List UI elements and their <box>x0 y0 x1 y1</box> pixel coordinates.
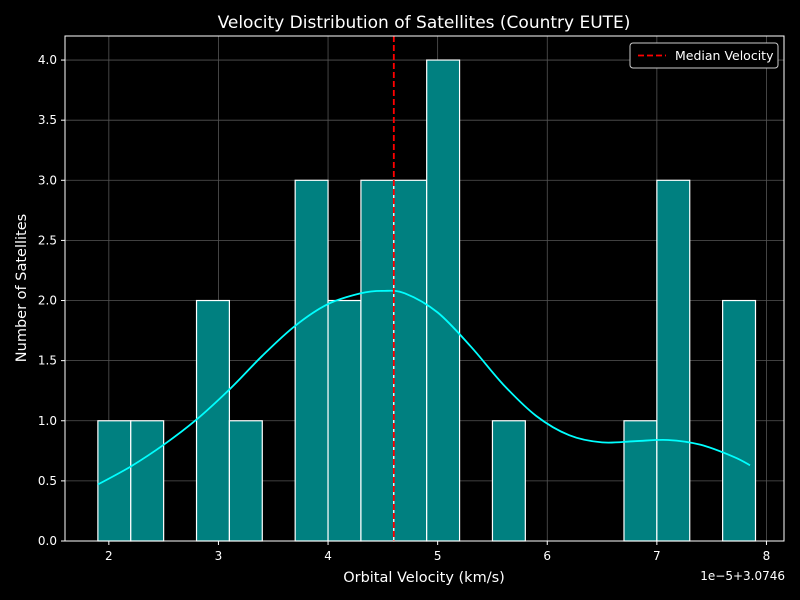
histogram-bar <box>426 59 461 542</box>
x-tick-label: 8 <box>763 549 771 563</box>
y-axis-ticks: 0.0 0.5 1.0 1.5 2.0 2.5 3.0 3.5 4.0 <box>38 53 65 548</box>
y-tick-label: 1.0 <box>38 414 57 428</box>
kde-curve <box>97 289 751 486</box>
x-tick-label: 3 <box>215 549 223 563</box>
histogram-bar <box>656 179 691 542</box>
y-tick-label: 2.0 <box>38 294 57 308</box>
plot-frame <box>64 35 785 542</box>
y-tick-label: 0.5 <box>38 474 57 488</box>
y-axis-label: Number of Satellites <box>14 214 30 362</box>
y-tick-label: 0.0 <box>38 534 57 548</box>
x-tick-label: 2 <box>105 549 113 563</box>
legend: Median Velocity <box>629 42 779 69</box>
histogram-bar <box>722 299 757 542</box>
x-tick-label: 6 <box>543 549 551 563</box>
histogram-bar <box>623 420 658 542</box>
chart-title: Velocity Distribution of Satellites (Cou… <box>218 13 631 33</box>
histogram-bars <box>97 59 757 542</box>
y-tick-label: 2.5 <box>38 233 57 247</box>
y-tick-label: 3.5 <box>38 113 57 127</box>
histogram-bar <box>491 420 526 542</box>
histogram-bar <box>130 420 165 542</box>
y-tick-label: 3.0 <box>38 173 57 187</box>
legend-median-label: Median Velocity <box>675 48 774 63</box>
x-tick-label: 7 <box>653 549 661 563</box>
histogram-bar <box>327 299 362 542</box>
x-axis-offset-label: 1e−5+3.0746 <box>700 569 785 583</box>
histogram-bar <box>228 420 263 542</box>
legend-box <box>629 42 779 69</box>
histogram-bar <box>294 179 329 542</box>
y-tick-label: 4.0 <box>38 53 57 67</box>
x-tick-label: 4 <box>324 549 332 563</box>
histogram-bar <box>360 179 395 542</box>
y-tick-label: 1.5 <box>38 354 57 368</box>
x-axis-ticks: 2 3 4 5 6 7 8 <box>105 541 770 563</box>
histogram-bar <box>393 179 428 542</box>
x-axis-label: Orbital Velocity (km/s) <box>343 570 505 586</box>
x-tick-label: 5 <box>434 549 442 563</box>
histogram-bar <box>195 299 231 542</box>
